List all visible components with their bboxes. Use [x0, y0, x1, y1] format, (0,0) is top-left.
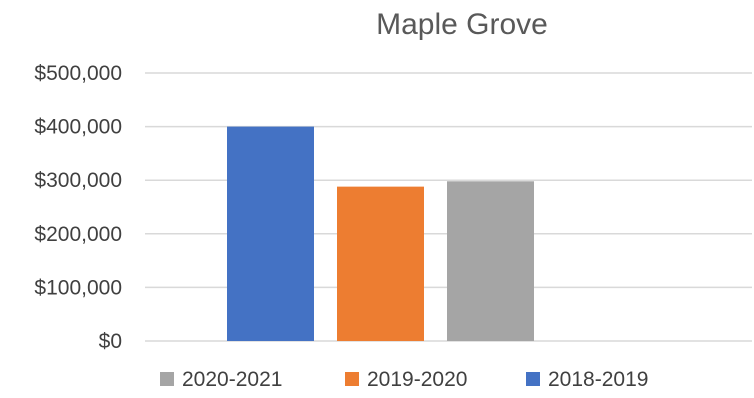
legend-swatch-2020-2021: [160, 372, 174, 386]
chart-title: Maple Grove: [376, 8, 548, 41]
y-axis-tick-labels: $0 $100,000 $200,000 $300,000 $400,000 $500,0…: [34, 62, 122, 353]
bars: [227, 126, 534, 341]
legend-swatch-2019-2020: [345, 372, 359, 386]
legend-label-2019-2020: 2019-2020: [367, 368, 467, 391]
legend-label-2018-2019: 2018-2019: [548, 368, 648, 391]
legend-swatch-2018-2019: [526, 372, 540, 386]
y-tick-label: $400,000: [34, 116, 122, 139]
y-tick-label: $100,000: [34, 276, 122, 299]
bar-2019-2020: [337, 186, 424, 341]
legend: 2020-2021 2019-2020 2018-2019: [160, 368, 648, 391]
bar-2020-2021: [447, 181, 534, 341]
y-tick-label: $0: [99, 330, 122, 353]
y-tick-label: $500,000: [34, 62, 122, 85]
y-tick-label: $200,000: [34, 223, 122, 246]
bar-2018-2019: [227, 126, 314, 341]
legend-label-2020-2021: 2020-2021: [182, 368, 282, 391]
y-tick-label: $300,000: [34, 169, 122, 192]
